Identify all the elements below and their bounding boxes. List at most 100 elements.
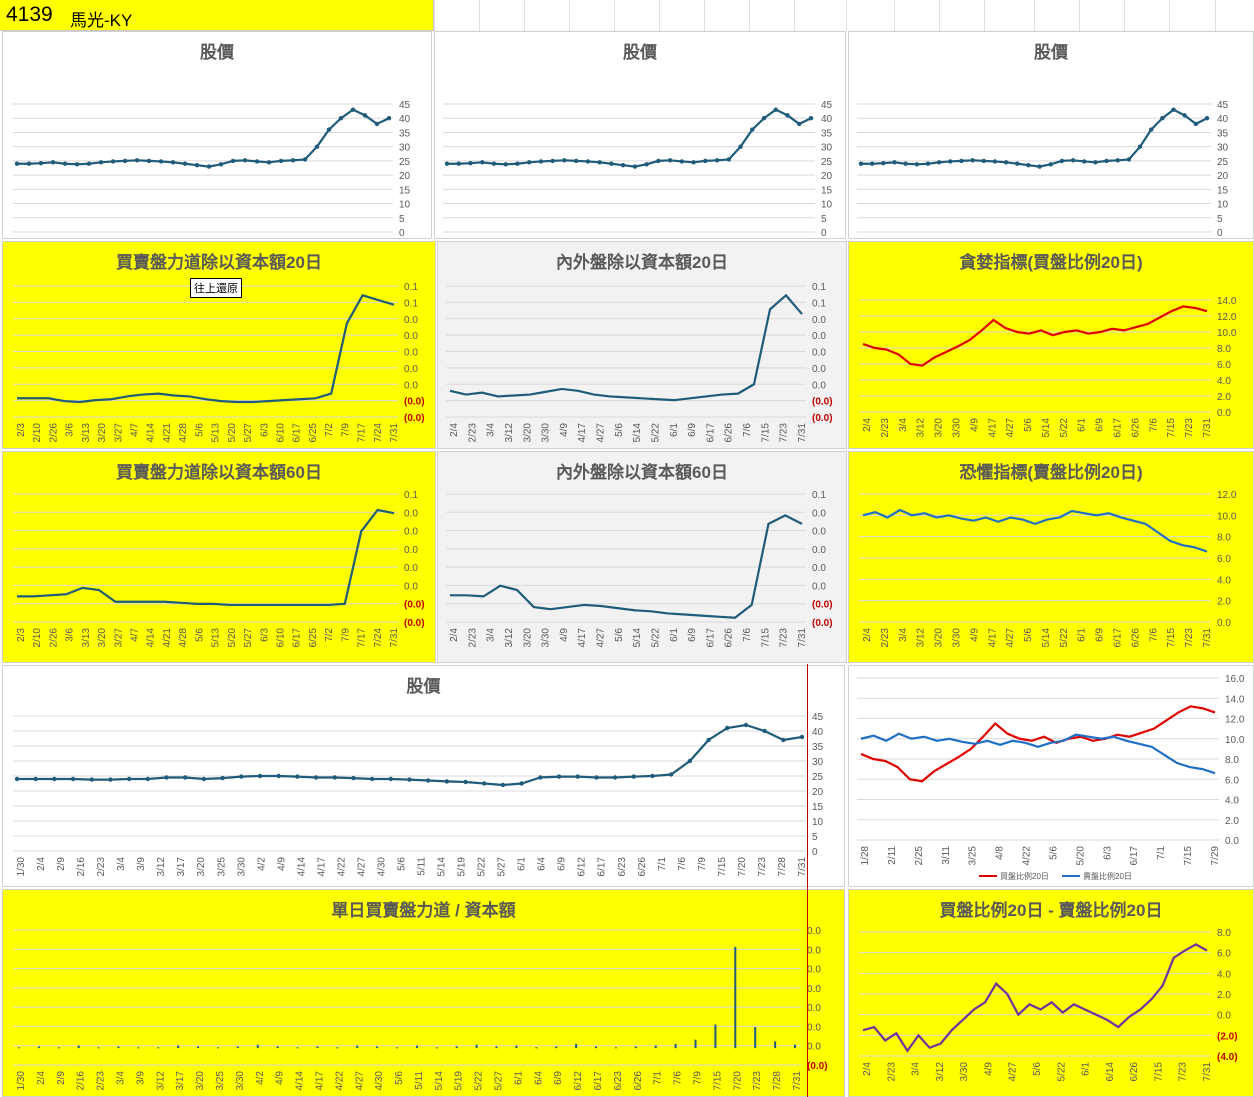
x-tick-label: 2/4 bbox=[446, 238, 457, 239]
x-tick-label: 4/14 bbox=[146, 628, 157, 648]
x-tick-label: 2/23 bbox=[880, 628, 891, 648]
data-point bbox=[538, 775, 543, 780]
y-tick-label: 15 bbox=[821, 185, 833, 196]
y-tick-label: 0.0 bbox=[404, 380, 418, 391]
x-tick-label: 6/1 bbox=[517, 857, 528, 871]
data-point bbox=[992, 159, 998, 164]
x-tick-label: 4/27 bbox=[356, 857, 367, 877]
x-tick-label: 6/1 bbox=[513, 1071, 524, 1085]
y-tick-label: 40 bbox=[399, 114, 411, 125]
x-tick-label: 3/6 bbox=[65, 423, 76, 437]
data-point bbox=[750, 127, 755, 132]
x-tick-label: 1/28 bbox=[860, 846, 871, 866]
y-tick-label: 0.0 bbox=[807, 1042, 821, 1053]
x-tick-label: 6/4 bbox=[533, 1071, 544, 1085]
y-tick-label: 0 bbox=[812, 847, 818, 858]
y-tick-label: 8.0 bbox=[1217, 533, 1231, 544]
x-tick-label: 3/30 bbox=[546, 238, 557, 239]
data-point bbox=[70, 776, 76, 782]
chart-title: 股價 bbox=[406, 677, 441, 696]
data-point bbox=[550, 158, 555, 164]
x-tick-label: 7/1 bbox=[1156, 846, 1167, 860]
data-point bbox=[266, 160, 272, 165]
y-tick-label: 4.0 bbox=[1217, 376, 1231, 387]
series-line bbox=[17, 508, 395, 607]
x-tick-label: 3/30 bbox=[950, 238, 961, 239]
x-tick-label: 2/10 bbox=[32, 628, 43, 648]
x-tick-label: 3/25 bbox=[216, 857, 227, 877]
x-tick-label: 7/24 bbox=[373, 628, 384, 648]
x-tick-label: 5/14 bbox=[434, 1071, 445, 1091]
y-tick-label: 15 bbox=[399, 185, 411, 196]
x-tick-label: 6/10 bbox=[272, 238, 283, 239]
chart-svg: 45 40 35 30 25 20 15 10 5 0 2/4 2/23 3/4 3/12 3/20 3/30… bbox=[443, 100, 833, 239]
x-tick-label: 4/21 bbox=[162, 423, 173, 443]
y-tick-label: 10 bbox=[821, 200, 833, 211]
series-line bbox=[862, 305, 1208, 367]
chart-daily_force: 單日買賣盤力道 / 資本額 0.0 0.0 0.0 0.0 0.0 0.0 0.0 (0.0) 1… bbox=[2, 889, 845, 1097]
y-tick-label: 30 bbox=[399, 143, 411, 154]
x-tick-label: 7/31 bbox=[792, 1071, 803, 1091]
bar bbox=[435, 1047, 438, 1049]
x-tick-label: 5/27 bbox=[497, 857, 508, 877]
y-tick-label: 10 bbox=[812, 817, 824, 828]
bar bbox=[216, 1047, 219, 1049]
y-tick-label: 45 bbox=[812, 712, 824, 723]
x-tick-label: 6/17 bbox=[705, 423, 716, 443]
y-tick-label: 0 bbox=[821, 228, 827, 239]
x-tick-label: 3/12 bbox=[916, 418, 927, 438]
data-point bbox=[785, 113, 790, 118]
x-tick-label: 5/11 bbox=[417, 857, 428, 876]
x-tick-label: 3/30 bbox=[959, 1062, 970, 1082]
x-tick-label: 3/20 bbox=[196, 857, 207, 877]
x-tick-label: 7/9 bbox=[340, 423, 351, 437]
x-tick-label: 2/23 bbox=[96, 857, 107, 877]
x-tick-label: 6/1 bbox=[669, 628, 680, 642]
x-tick-label: 3/12 bbox=[156, 857, 167, 877]
x-tick-label: 4/27 bbox=[1004, 238, 1015, 239]
y-tick-label: 5 bbox=[1217, 214, 1223, 225]
x-tick-label: 7/2 bbox=[320, 238, 331, 239]
x-tick-label: 7/6 bbox=[746, 238, 757, 239]
data-point bbox=[703, 158, 708, 164]
data-point bbox=[781, 737, 786, 743]
x-tick-label: 4/17 bbox=[577, 423, 588, 443]
bar bbox=[296, 1047, 299, 1049]
x-tick-label: 3/12 bbox=[506, 238, 517, 239]
x-tick-label: 6/1 bbox=[1076, 238, 1087, 239]
chart-title: 買賣盤力道除以資本額20日 bbox=[116, 253, 322, 272]
chart-fear: 恐懼指標(賣盤比例20日) 12.0 10.0 8.0 6.0 4.0 2.0 0.0 2/4 2… bbox=[848, 451, 1254, 663]
data-point bbox=[14, 776, 20, 782]
x-tick-label: 6/1 bbox=[669, 423, 680, 437]
y-tick-label: 8.0 bbox=[1217, 928, 1231, 939]
data-point bbox=[858, 161, 864, 166]
stock-header: 4139 馬光-KY bbox=[0, 0, 434, 31]
bar bbox=[18, 1047, 20, 1049]
x-tick-label: 4/7 bbox=[130, 423, 141, 437]
x-tick-label: 7/23 bbox=[752, 1071, 763, 1091]
x-tick-label: 5/20 bbox=[1075, 846, 1086, 866]
chart-svg: 45 40 35 30 25 20 15 10 5 0 1/30 2/4 2/9 2/16 2/23 3/4 3… bbox=[13, 712, 824, 877]
series-line bbox=[862, 943, 1208, 1053]
y-tick-label: 0.0 bbox=[807, 945, 821, 956]
data-point bbox=[1059, 158, 1065, 164]
x-tick-label: 6/14 bbox=[1105, 1062, 1116, 1082]
y-tick-label: 0.0 bbox=[1217, 408, 1231, 419]
x-tick-label: 7/2 bbox=[324, 423, 335, 437]
data-point bbox=[145, 776, 151, 782]
x-tick-label: 3/20 bbox=[96, 238, 107, 239]
y-tick-label: 6.0 bbox=[1225, 775, 1239, 786]
tooltip-restore: 往上還原 bbox=[190, 278, 242, 298]
x-tick-label: 6/9 bbox=[687, 628, 698, 642]
x-tick-label: 7/23 bbox=[786, 238, 797, 239]
x-tick-label: 2/23 bbox=[467, 423, 478, 443]
data-point bbox=[278, 158, 284, 164]
series-line bbox=[449, 293, 803, 402]
x-tick-label: 7/28 bbox=[772, 1071, 783, 1091]
x-tick-label: 2/23 bbox=[878, 238, 889, 239]
y-tick-label: 4.0 bbox=[1225, 796, 1239, 807]
x-tick-label: 6/26 bbox=[1130, 628, 1141, 648]
bar bbox=[455, 1046, 458, 1049]
x-tick-label: 3/20 bbox=[195, 1071, 206, 1091]
x-tick-label: 7/15 bbox=[1153, 1062, 1164, 1082]
